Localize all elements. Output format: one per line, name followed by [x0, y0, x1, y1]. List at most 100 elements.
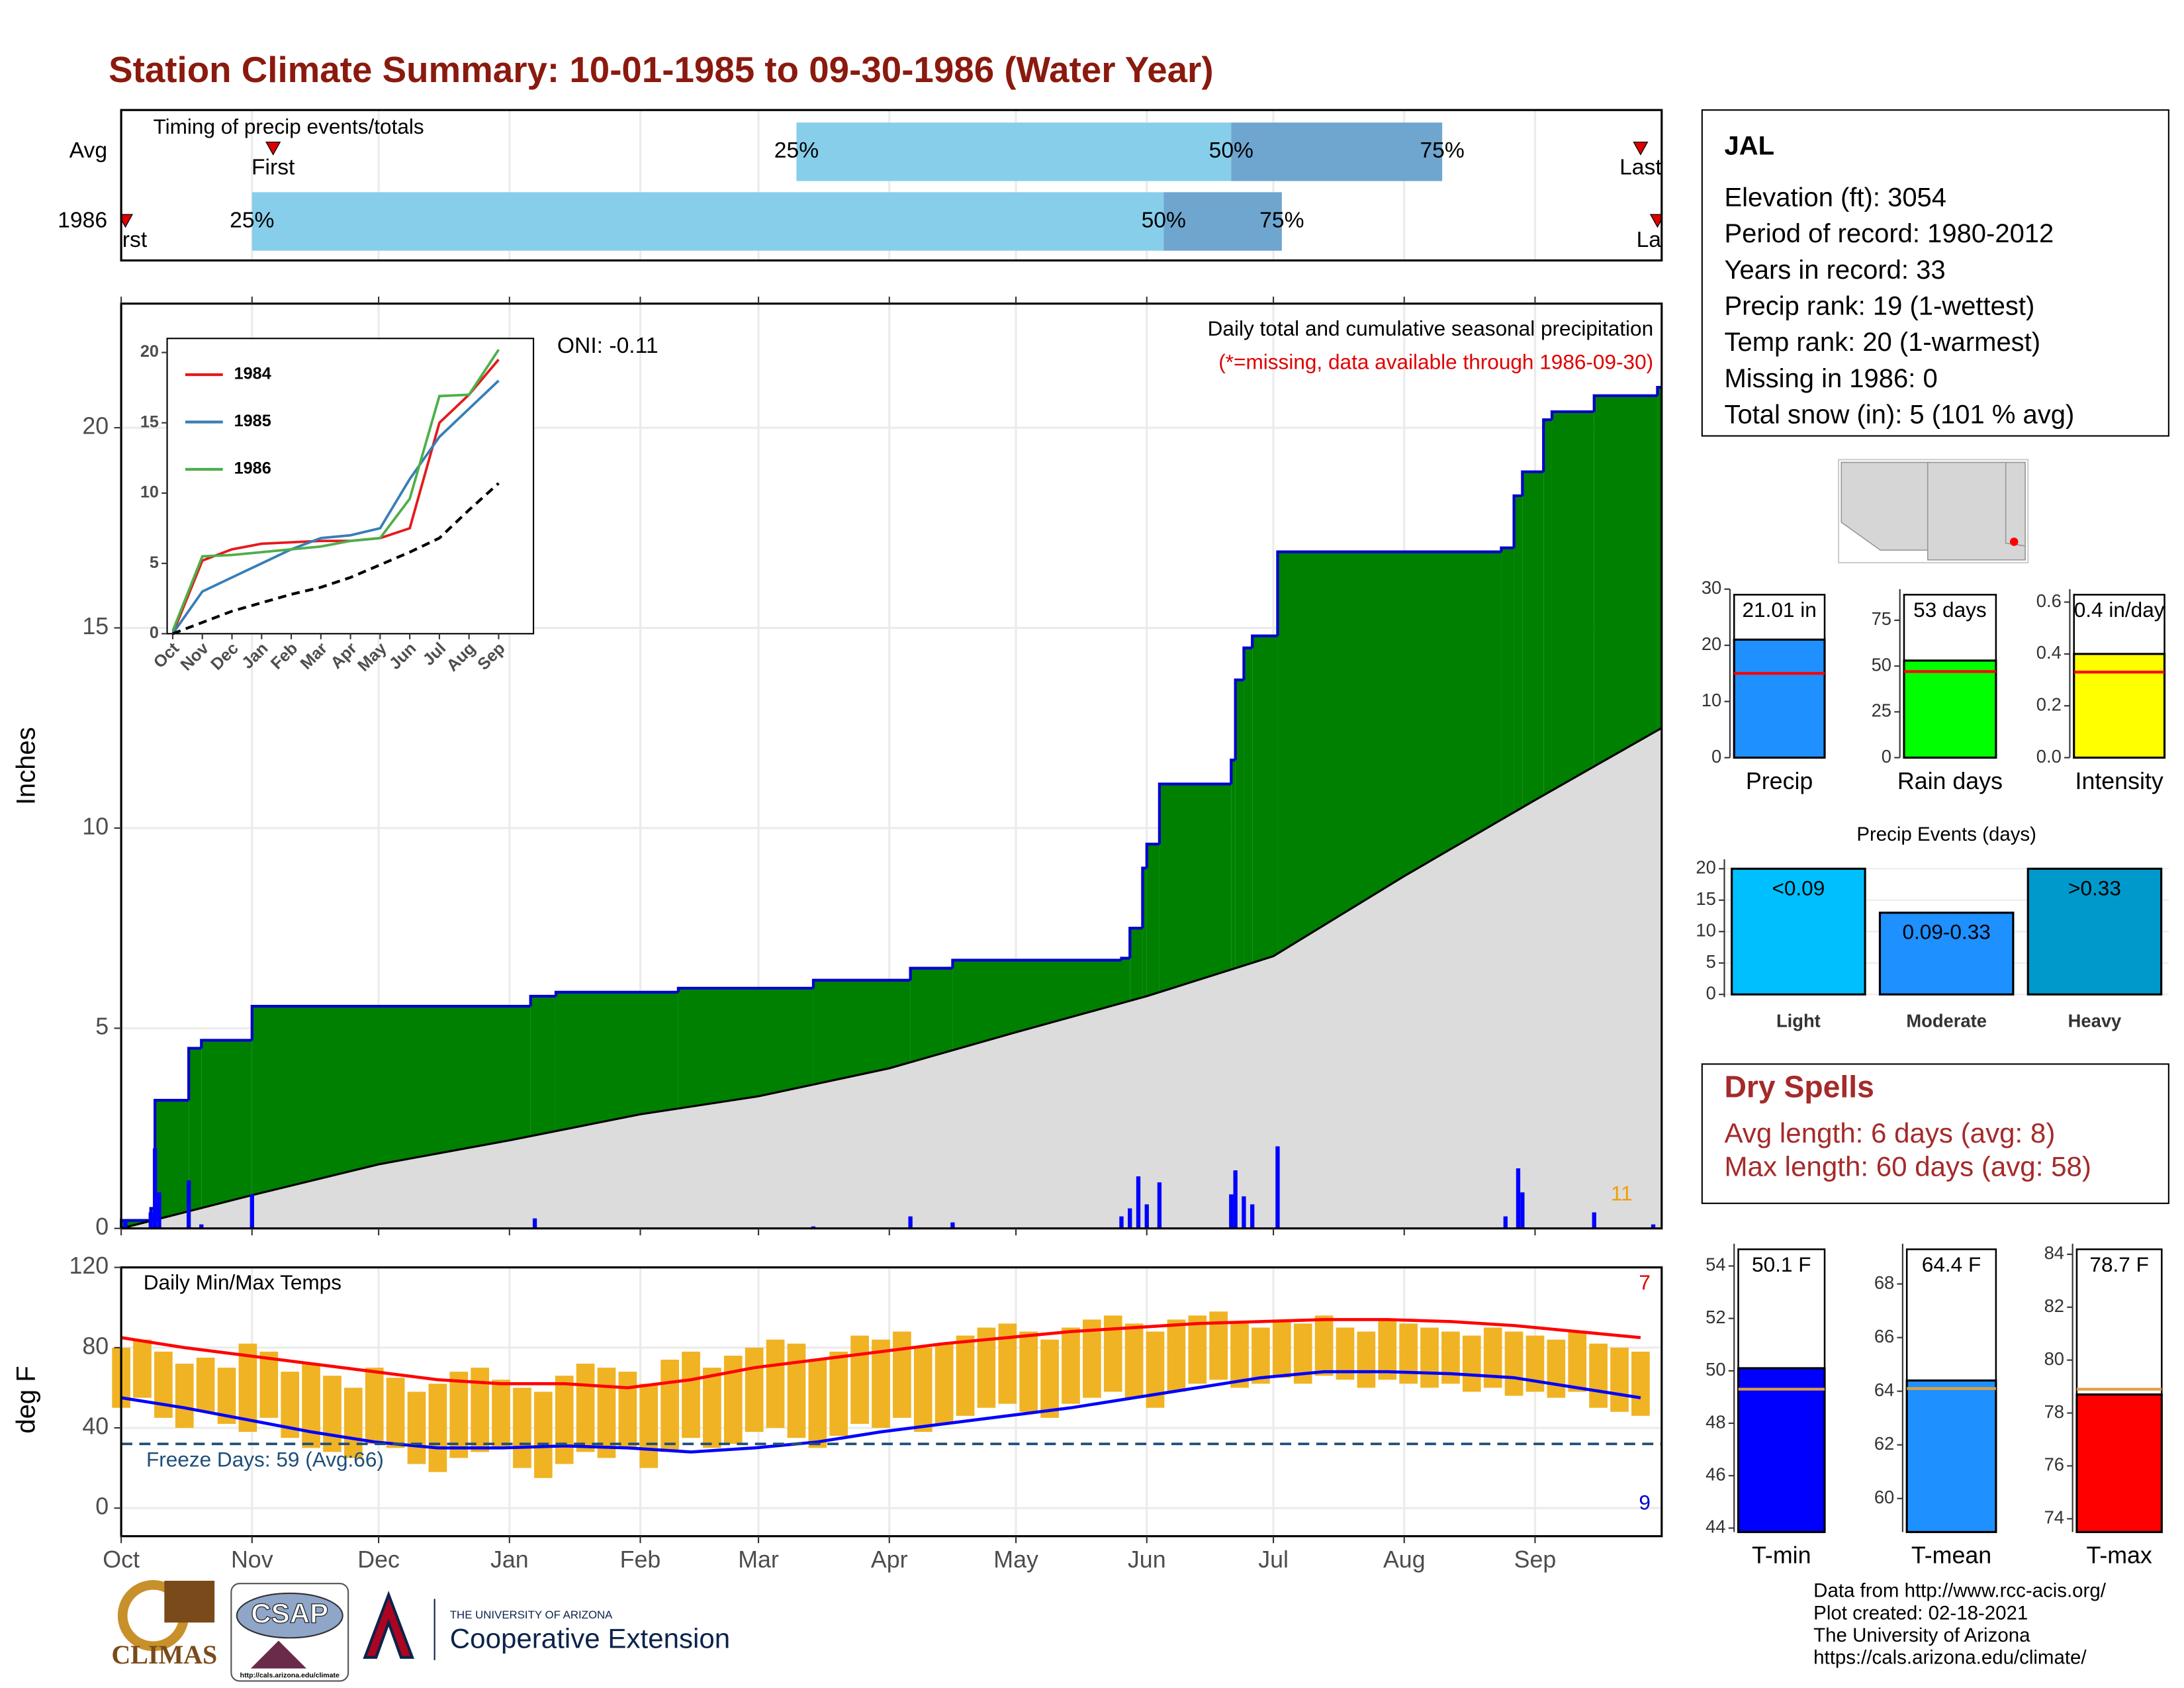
avg-min-line — [120, 1370, 1641, 1454]
x-tick-label: Feb — [620, 1546, 661, 1573]
series-line — [171, 379, 500, 635]
cumulative-edge — [1276, 550, 1502, 636]
daily-bar — [950, 1222, 955, 1229]
y-tick-label: 0.4 — [2036, 642, 2062, 663]
cumulative-edge — [1500, 546, 1514, 552]
station-line: Missing in 1986: 0 — [1724, 364, 1937, 393]
timing-bar — [1231, 122, 1443, 181]
cumulative-edge — [1521, 470, 1544, 496]
row-label: 1986 — [58, 208, 107, 232]
y-tick-label: 20 — [140, 342, 159, 361]
cumulative-edge — [1230, 759, 1236, 784]
dry-spells-panel — [1701, 1063, 2169, 1204]
daily-range-bar — [1504, 1331, 1524, 1396]
y-tick-label: 5 — [1706, 951, 1716, 972]
daily-range-bar — [302, 1364, 320, 1448]
quantile-label: 25% — [774, 138, 819, 163]
daily-bar — [123, 1220, 128, 1229]
daily-range-bar — [1062, 1327, 1080, 1404]
daily-bar — [1144, 1204, 1149, 1229]
x-tick-label: Nov — [231, 1546, 273, 1573]
event-marker — [265, 141, 281, 156]
y-tick-label: 10 — [1696, 920, 1715, 941]
university-logo: THE UNIVERSITY OF ARIZONA Cooperative Ex… — [363, 1591, 730, 1660]
daily-range-bar — [196, 1357, 215, 1412]
bar-label: >0.33 — [2068, 876, 2121, 900]
quantile-label: 75% — [1420, 138, 1464, 163]
cumulative-edge — [1234, 679, 1244, 761]
university-text: THE UNIVERSITY OF ARIZONA — [450, 1609, 613, 1621]
category-label: Heavy — [2068, 1011, 2122, 1031]
daily-range-bar — [1610, 1347, 1629, 1412]
y-tick-label: 62 — [1874, 1433, 1894, 1454]
x-tick-label: Mar — [738, 1546, 779, 1573]
daily-range-bar — [428, 1383, 447, 1472]
y-tick-label: 46 — [1706, 1464, 1725, 1484]
daily-range-bar — [913, 1347, 933, 1432]
value-label: 50.1 F — [1752, 1252, 1811, 1276]
daily-range-bar — [492, 1380, 510, 1448]
x-tick-label: May — [993, 1546, 1038, 1573]
quantile-label: 75% — [1259, 208, 1304, 232]
daily-range-bar — [639, 1383, 659, 1468]
chart-title: Precip Events (days) — [1856, 823, 2036, 845]
y-tick-label: 30 — [1702, 577, 1721, 598]
daily-range-bar — [893, 1331, 911, 1418]
daily-range-bar — [723, 1355, 743, 1444]
y-axis-label: deg F — [12, 1366, 41, 1433]
daily-range-bar — [259, 1351, 279, 1418]
daily-bar — [1157, 1182, 1162, 1229]
cumulative-edge — [1542, 418, 1552, 472]
daily-bar — [1503, 1216, 1508, 1229]
station-line: Temp rank: 20 (1-warmest) — [1724, 328, 2040, 357]
daily-range-bar — [365, 1368, 384, 1444]
cumulative-edge — [200, 1039, 252, 1049]
series-line — [171, 358, 500, 635]
row-label: Avg — [69, 138, 107, 163]
value-label: 53 days — [1913, 598, 1987, 622]
annotation: Freeze Days: 59 (Avg:66) — [146, 1447, 384, 1471]
category-label: T-mean — [1911, 1542, 1991, 1569]
series-line — [171, 349, 500, 632]
footer-line: Data from http://www.rcc-acis.org/ — [1813, 1580, 2107, 1602]
daily-range-bar — [850, 1335, 869, 1424]
bar — [1731, 867, 1866, 996]
y-tick-label: 0 — [150, 624, 159, 642]
y-tick-label: 15 — [140, 412, 159, 431]
daily-range-bar — [513, 1387, 531, 1468]
daily-bar — [908, 1216, 913, 1229]
cumulative-edge — [676, 986, 813, 992]
plot-frame — [120, 1266, 1663, 1538]
bar-label: <0.09 — [1772, 876, 1825, 900]
daily-range-bar — [660, 1359, 679, 1452]
daily-range-bar — [1631, 1351, 1650, 1416]
daily-bar — [148, 1212, 153, 1229]
daily-range-bar — [1399, 1323, 1418, 1384]
y-tick-label: 50 — [1872, 654, 1891, 675]
daily-range-bar — [1462, 1335, 1481, 1392]
avg-max-line — [120, 1318, 1641, 1389]
daily-bar — [1250, 1204, 1255, 1229]
legend-label: 1986 — [234, 459, 271, 478]
daily-range-bar — [1188, 1315, 1207, 1384]
y-tick-label: 76 — [2044, 1454, 2064, 1475]
x-tick-label: Apr — [871, 1546, 908, 1573]
quantile-label: 25% — [230, 208, 274, 232]
x-tick-label: Jun — [1128, 1546, 1166, 1573]
y-tick-label: 120 — [69, 1252, 109, 1279]
cumulative-edge — [250, 1004, 531, 1041]
climas-text: CLIMAS — [111, 1640, 217, 1669]
locator-map — [1838, 459, 2029, 564]
value-label: 0.4 in/day — [2074, 598, 2165, 622]
legend-label: 1984 — [234, 365, 271, 383]
station-name: JAL — [1724, 132, 1774, 161]
daily-bar — [532, 1218, 537, 1229]
daily-range-bar — [1441, 1331, 1460, 1384]
cumulative-edge — [1656, 385, 1662, 396]
annotation: 9 — [1639, 1491, 1651, 1515]
y-tick-label: 0 — [1711, 746, 1721, 767]
daily-range-bar — [1230, 1323, 1249, 1388]
x-tick-label: Sep — [1514, 1546, 1557, 1573]
dry-spells-line: Max length: 60 days (avg: 58) — [1724, 1150, 2091, 1182]
x-tick-label: Oct — [103, 1546, 140, 1573]
